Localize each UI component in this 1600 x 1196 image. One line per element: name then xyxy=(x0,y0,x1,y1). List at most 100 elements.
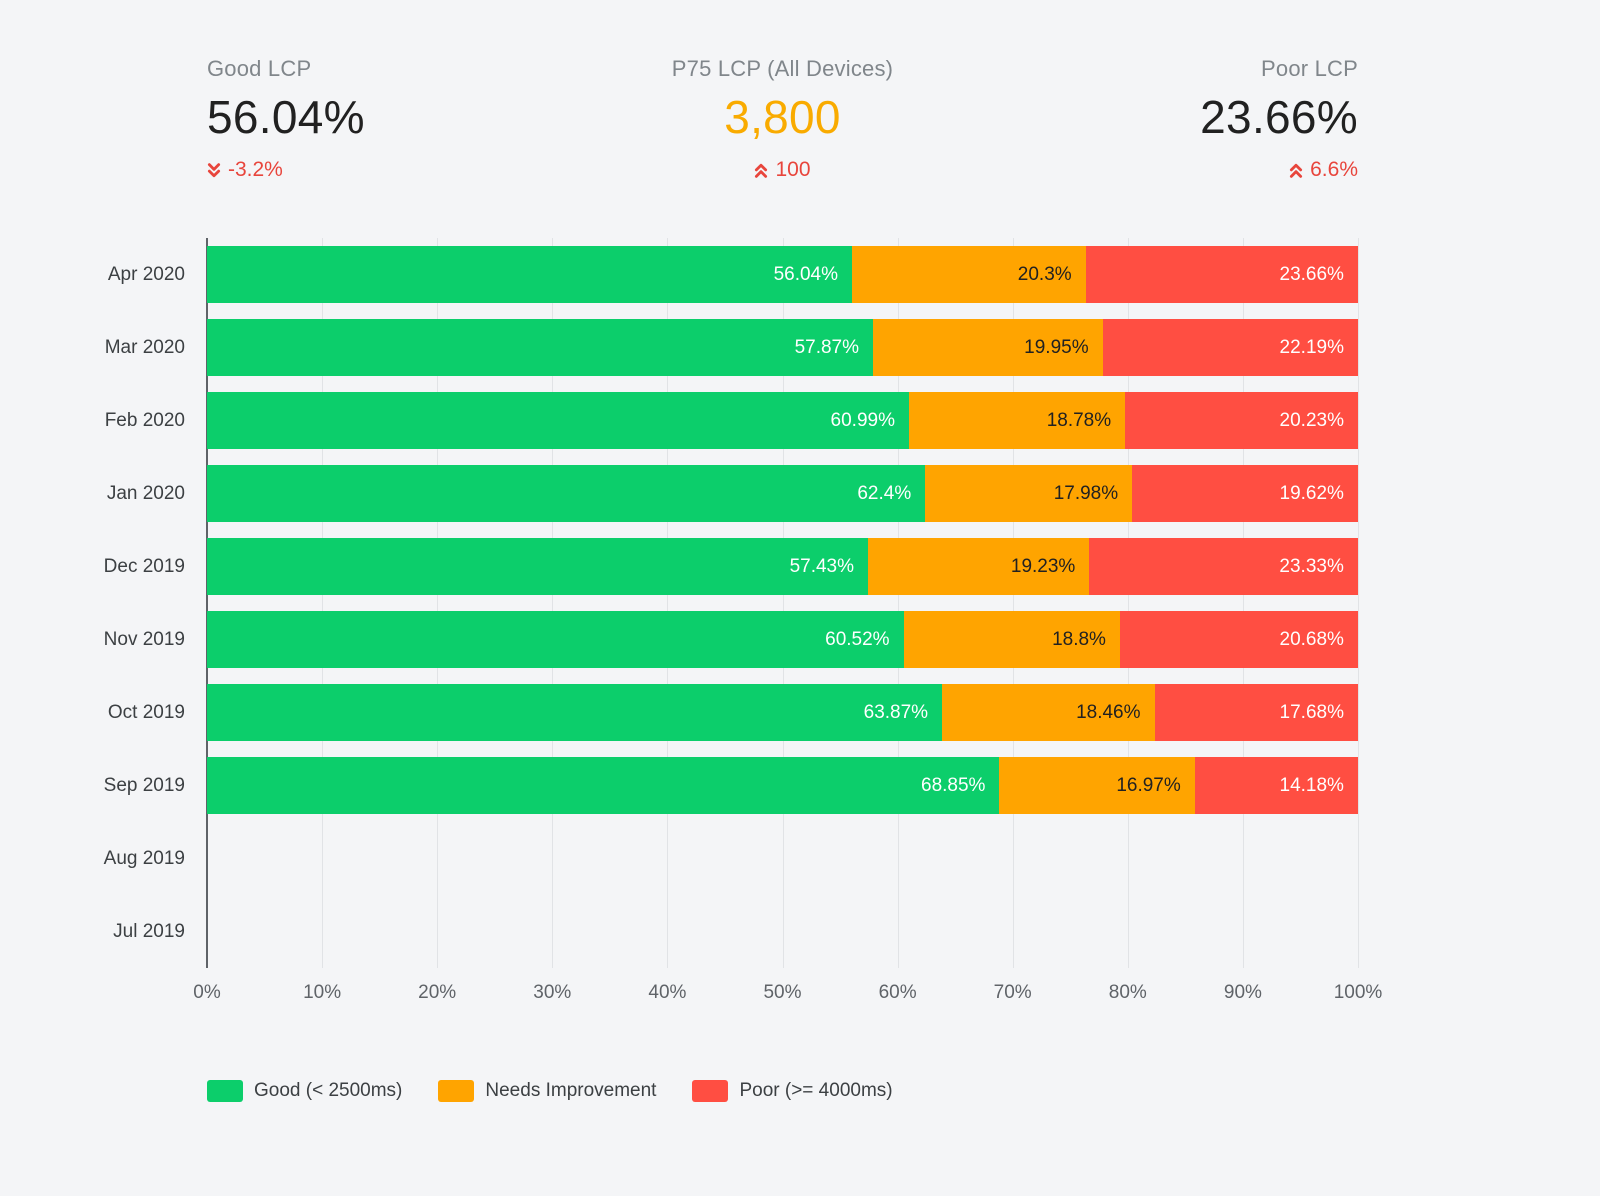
y-axis-label: Oct 2019 xyxy=(107,701,185,723)
kpi-poor-lcp: Poor LCP 23.66% 6.6% xyxy=(1200,56,1358,182)
bar-segment-good[interactable]: 60.52% xyxy=(207,611,904,668)
legend-item-poor[interactable]: Poor (>= 4000ms) xyxy=(692,1080,893,1102)
legend-label: Good (< 2500ms) xyxy=(254,1080,403,1101)
kpi-poor-delta-value: 6.6% xyxy=(1310,158,1358,181)
bar-value-label: 18.46% xyxy=(1076,701,1141,723)
x-axis-tick: 50% xyxy=(763,982,802,1003)
gridline xyxy=(1012,238,1014,968)
y-axis-label: Dec 2019 xyxy=(103,555,185,577)
y-axis-line xyxy=(206,238,208,968)
bar-segment-good[interactable]: 62.4% xyxy=(207,465,926,522)
kpi-row: Good LCP 56.04% -3.2% P75 LCP (All Devic… xyxy=(207,56,1358,182)
bar-segment-needs-improvement[interactable]: 19.23% xyxy=(868,538,1090,595)
bar-value-label: 17.68% xyxy=(1279,701,1344,723)
kpi-p75-label: P75 LCP (All Devices) xyxy=(671,56,894,81)
y-axis-label: Feb 2020 xyxy=(104,409,185,431)
y-axis-label: Apr 2020 xyxy=(107,263,185,285)
bar-value-label: 20.68% xyxy=(1279,628,1344,650)
bar-segment-poor[interactable]: 20.23% xyxy=(1125,392,1358,449)
bar-value-label: 57.43% xyxy=(789,555,855,577)
bar-segment-poor[interactable]: 22.19% xyxy=(1102,319,1358,376)
gridline xyxy=(552,238,554,968)
kpi-p75-lcp: P75 LCP (All Devices) 3,800 100 xyxy=(672,56,893,182)
bar-value-label: 63.87% xyxy=(863,701,929,723)
bar-value-label: 16.97% xyxy=(1116,774,1181,796)
trend-up-icon xyxy=(1289,162,1303,179)
bar-value-label: 19.62% xyxy=(1279,482,1344,504)
bar-value-label: 23.33% xyxy=(1279,555,1344,577)
kpi-p75-value: 3,800 xyxy=(724,91,841,143)
bar-segment-poor[interactable]: 17.68% xyxy=(1154,684,1358,741)
bar-value-label: 20.3% xyxy=(1017,263,1072,285)
bar-segment-poor[interactable]: 14.18% xyxy=(1194,757,1358,814)
x-axis-tick: 10% xyxy=(303,982,342,1003)
bar-value-label: 60.52% xyxy=(825,628,890,650)
bar-value-label: 18.78% xyxy=(1046,409,1112,431)
x-axis-tick: 90% xyxy=(1223,982,1262,1003)
kpi-good-delta: -3.2% xyxy=(207,158,365,182)
bar-segment-needs-improvement[interactable]: 16.97% xyxy=(999,757,1195,814)
y-axis-label: Mar 2020 xyxy=(104,336,185,358)
y-axis-label: Nov 2019 xyxy=(103,628,185,650)
x-axis-tick: 0% xyxy=(193,982,221,1003)
bar-segment-poor[interactable]: 23.66% xyxy=(1085,246,1358,303)
bar-value-label: 68.85% xyxy=(921,774,986,796)
chart-row: 57.43% 19.23% 23.33% xyxy=(207,538,1358,595)
kpi-good-lcp: Good LCP 56.04% -3.2% xyxy=(207,56,365,182)
chart-row: 57.87% 19.95% 22.19% xyxy=(207,319,1358,376)
kpi-p75-delta: 100 xyxy=(754,158,811,182)
gridline xyxy=(667,238,669,968)
bar-segment-needs-improvement[interactable]: 18.78% xyxy=(908,392,1126,449)
bar-segment-needs-improvement[interactable]: 18.8% xyxy=(903,611,1120,668)
kpi-poor-value: 23.66% xyxy=(1200,91,1358,143)
legend-item-good[interactable]: Good (< 2500ms) xyxy=(207,1080,402,1102)
gridline xyxy=(1127,238,1129,968)
x-axis-tick: 60% xyxy=(878,982,917,1003)
bar-segment-good[interactable]: 56.04% xyxy=(207,246,853,303)
chart-row: 56.04% 20.3% 23.66% xyxy=(207,246,1358,303)
y-axis-label: Jan 2020 xyxy=(106,482,185,504)
plot-area: 56.04% 20.3% 23.66% 57.87% 19.95% 22.19% 60.99… xyxy=(206,238,1359,968)
chart-row xyxy=(207,903,1358,960)
x-axis-tick: 30% xyxy=(533,982,572,1003)
legend-label: Needs Improvement xyxy=(485,1080,657,1101)
bar-value-label: 57.87% xyxy=(794,336,860,358)
chart-row: 63.87% 18.46% 17.68% xyxy=(207,684,1358,741)
chart-row xyxy=(207,830,1358,887)
legend-swatch-needs-improvement xyxy=(438,1080,475,1102)
bar-value-label: 56.04% xyxy=(773,263,839,285)
chart-row: 68.85% 16.97% 14.18% xyxy=(207,757,1358,814)
legend-label: Poor (>= 4000ms) xyxy=(739,1080,893,1101)
legend-item-needs-improvement[interactable]: Needs Improvement xyxy=(438,1080,656,1102)
kpi-good-delta-value: -3.2% xyxy=(228,158,283,181)
trend-down-icon xyxy=(207,162,221,179)
gridlines-layer xyxy=(206,238,1359,968)
bar-value-label: 14.18% xyxy=(1279,774,1344,796)
bar-segment-needs-improvement[interactable]: 19.95% xyxy=(873,319,1103,376)
bar-segment-good[interactable]: 57.43% xyxy=(207,538,869,595)
legend-swatch-good xyxy=(207,1080,243,1102)
legend-swatch-poor xyxy=(692,1080,729,1102)
bar-segment-good[interactable]: 60.99% xyxy=(207,392,909,449)
bar-segment-poor[interactable]: 20.68% xyxy=(1119,611,1358,668)
bar-value-label: 18.8% xyxy=(1052,628,1106,650)
bar-value-label: 60.99% xyxy=(830,409,895,431)
chart-row: 60.99% 18.78% 20.23% xyxy=(207,392,1358,449)
bar-segment-needs-improvement[interactable]: 17.98% xyxy=(925,465,1133,522)
bar-segment-poor[interactable]: 23.33% xyxy=(1089,538,1358,595)
x-axis-tick: 100% xyxy=(1333,982,1383,1003)
trend-up-icon xyxy=(754,162,768,179)
bar-segment-good[interactable]: 57.87% xyxy=(207,319,874,376)
bars-layer: 56.04% 20.3% 23.66% 57.87% 19.95% 22.19% 60.99… xyxy=(207,238,1358,968)
bar-segment-poor[interactable]: 19.62% xyxy=(1132,465,1358,522)
bar-segment-good[interactable]: 68.85% xyxy=(207,757,1000,814)
bar-segment-needs-improvement[interactable]: 20.3% xyxy=(852,246,1086,303)
gridline xyxy=(782,238,784,968)
bar-segment-needs-improvement[interactable]: 18.46% xyxy=(942,684,1155,741)
kpi-good-label: Good LCP xyxy=(207,56,312,81)
chart-row: 62.4% 17.98% 19.62% xyxy=(207,465,1358,522)
x-axis-tick: 40% xyxy=(648,982,687,1003)
bar-segment-good[interactable]: 63.87% xyxy=(207,684,943,741)
gridline xyxy=(1242,238,1244,968)
